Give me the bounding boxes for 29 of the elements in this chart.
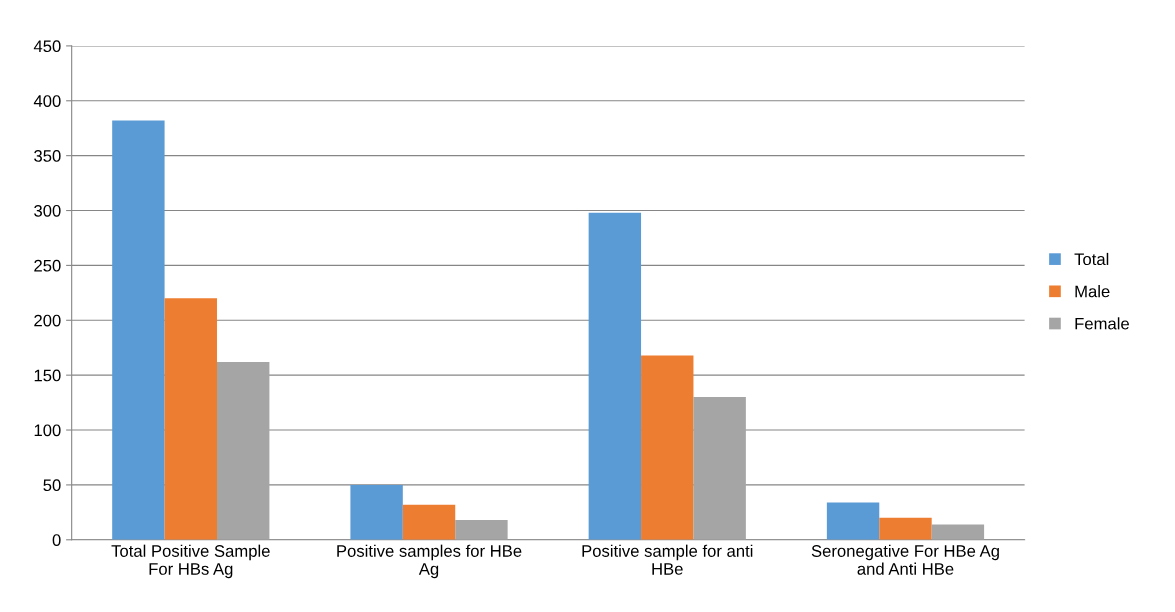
y-tick-label: 350 xyxy=(34,150,61,162)
x-tick-label: Total Positive Sample For HBs Ag xyxy=(111,544,270,579)
y-tick-label: 100 xyxy=(34,424,61,437)
legend-label: Total xyxy=(1074,252,1109,266)
bar xyxy=(588,212,642,540)
bar xyxy=(217,361,270,540)
y-tick-label: 0 xyxy=(52,534,61,546)
y-tick-label: 200 xyxy=(34,314,61,327)
x-tick-label: Positive sample for anti HBe xyxy=(582,544,753,575)
bar xyxy=(455,520,508,540)
y-tick-label: 450 xyxy=(33,40,61,53)
y-tick-label: 300 xyxy=(34,204,61,217)
y-tick-label: 50 xyxy=(43,479,61,492)
bar xyxy=(350,484,403,540)
bar xyxy=(641,355,694,540)
bar xyxy=(164,298,217,540)
bar xyxy=(879,517,932,540)
legend-label: Male xyxy=(1075,285,1110,298)
bar xyxy=(693,397,746,540)
x-tick-label: Positive samples for HBe Ag xyxy=(337,544,522,579)
bar xyxy=(112,120,165,540)
bar xyxy=(931,524,985,540)
y-tick-label: 250 xyxy=(34,259,61,272)
y-tick-label: 400 xyxy=(33,95,61,107)
legend-label: Female xyxy=(1075,317,1129,330)
bar xyxy=(402,504,456,540)
y-tick-label: 150 xyxy=(34,369,61,382)
bar xyxy=(826,502,880,540)
x-tick-label: Seronegative For HBe Ag and Anti HBe xyxy=(811,544,999,575)
